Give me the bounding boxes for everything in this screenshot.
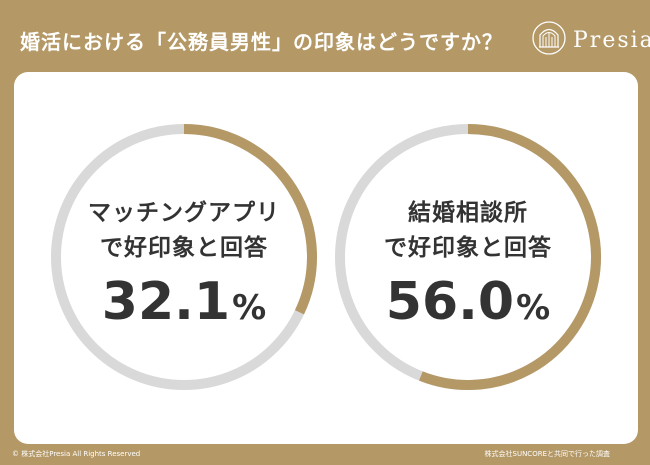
ring-1-value-number: 32.1 [101, 272, 231, 332]
ring-1-label-line1: マッチングアプリ [88, 200, 280, 226]
chart-card: マッチングアプリ で好印象と回答 32.1% 結婚相談所 で好印象と回答 56.… [14, 72, 638, 444]
ring-1-text: マッチングアプリ で好印象と回答 32.1% [64, 196, 304, 338]
ring-2-label-line1: 結婚相談所 [408, 200, 528, 226]
ring-2-value: 56.0% [348, 272, 588, 338]
ring-2-value-number: 56.0 [385, 272, 515, 332]
logo-emblem-icon [532, 21, 566, 55]
ring-2-value-unit: % [516, 288, 551, 328]
ring-1-value-unit: % [232, 288, 267, 328]
ring-2-label-line2: で好印象と回答 [384, 235, 552, 261]
ring-1-value: 32.1% [64, 272, 304, 338]
footer-copyright: © 株式会社Presia All Rights Reserved [12, 450, 141, 458]
logo-text: Presia [573, 28, 650, 53]
donut-charts [51, 124, 601, 390]
ring-2-text: 結婚相談所 で好印象と回答 56.0% [348, 196, 588, 338]
ring-1-value-arc [183, 124, 317, 315]
ring-2-value-arc [419, 124, 601, 390]
ring-1-label-line2: で好印象と回答 [100, 235, 268, 261]
footer-source-note: 株式会社SUNCOREと共同で行った調査 [484, 450, 611, 458]
presia-logo: Presia [531, 20, 650, 60]
page-title: 婚活における「公務員男性」の印象はどうですか？ [20, 30, 503, 54]
